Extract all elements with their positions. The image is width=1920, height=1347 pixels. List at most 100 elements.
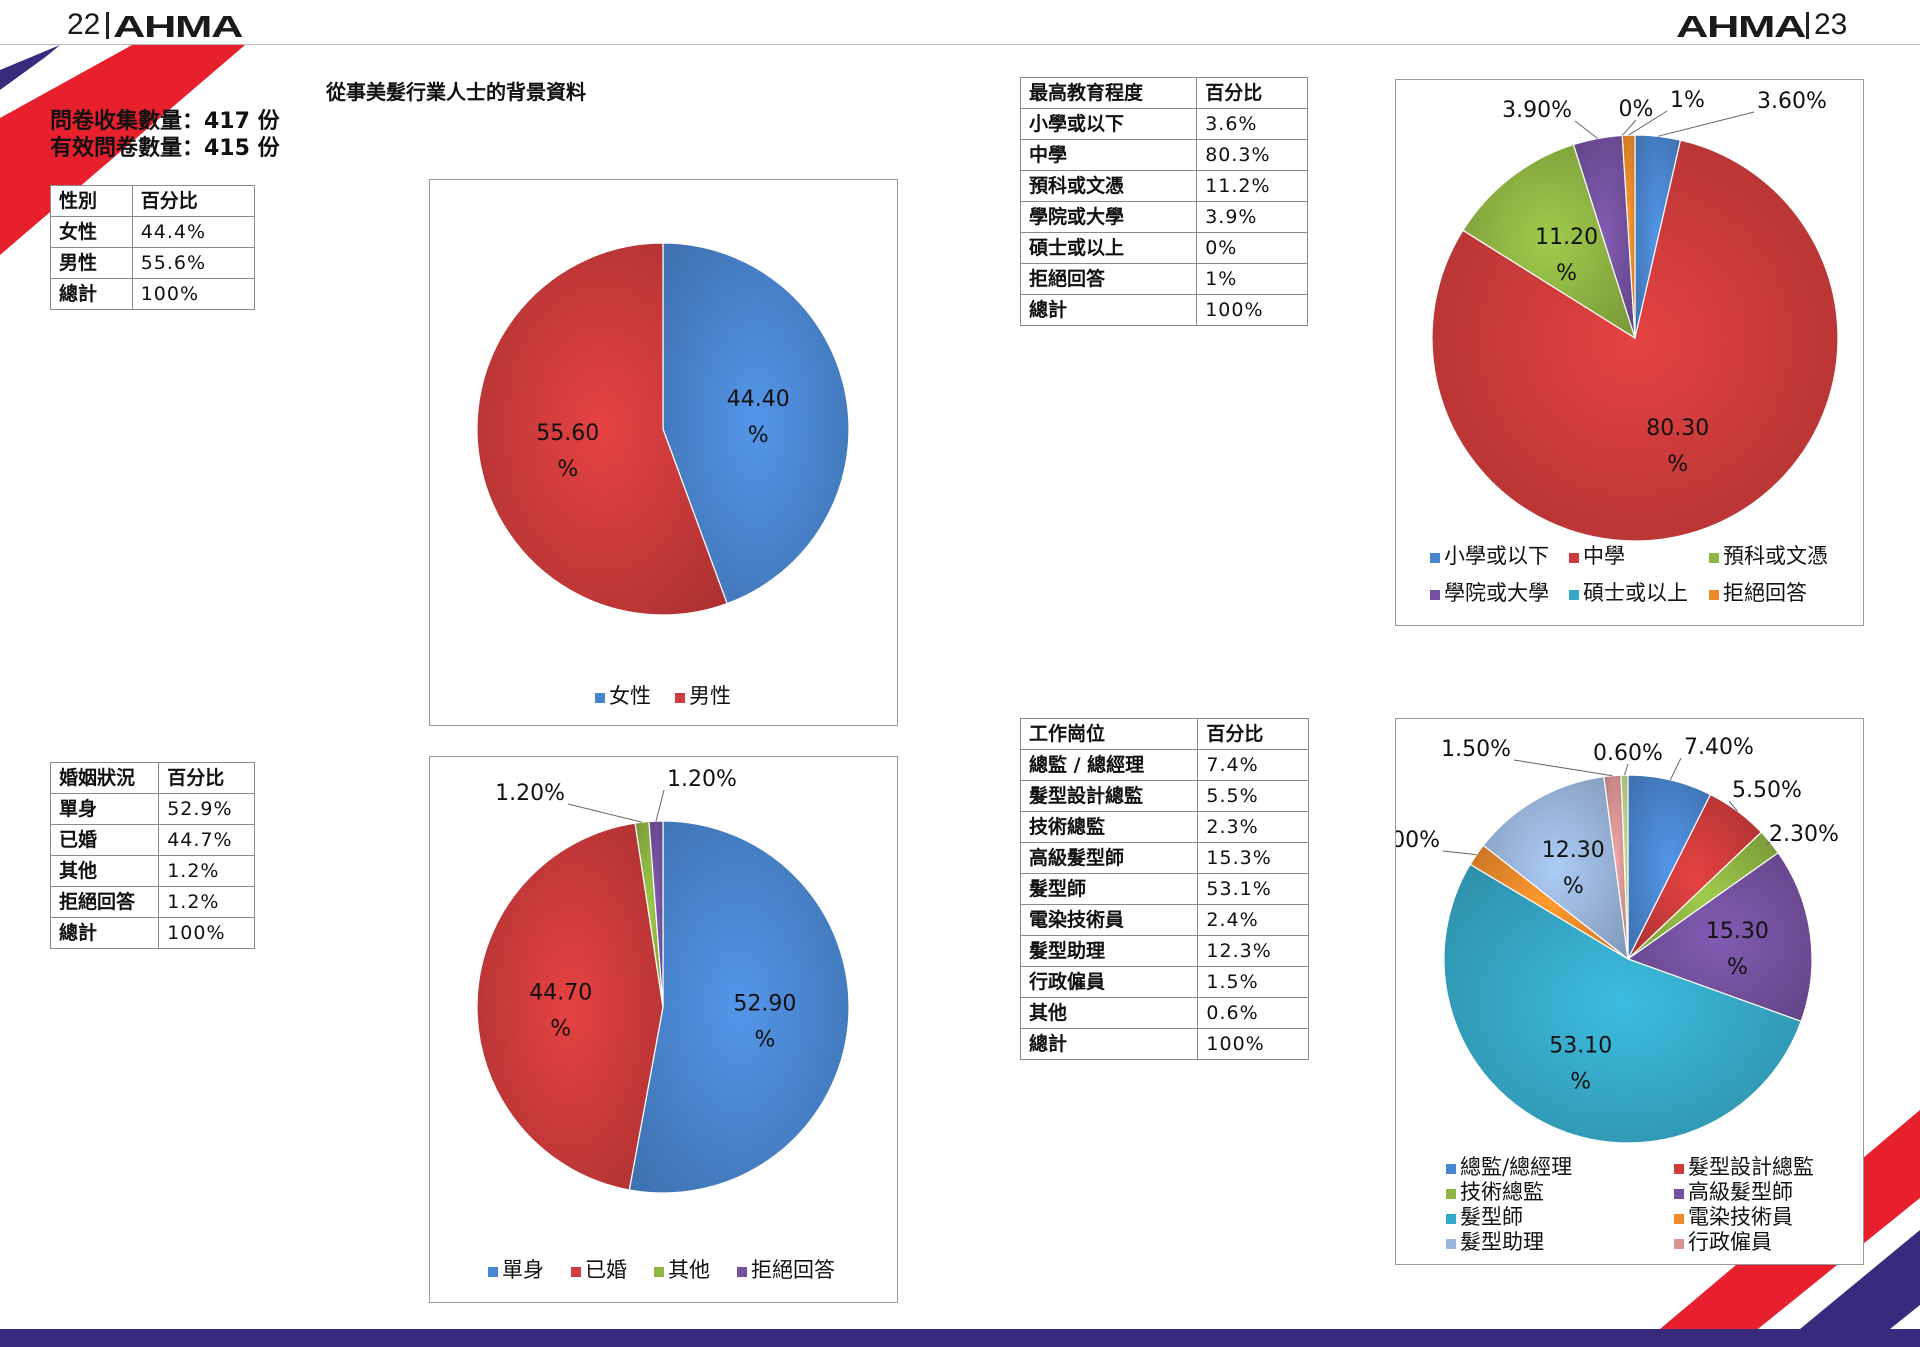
data-label: 3.60%: [1757, 89, 1827, 114]
table-header-row: 性別 百分比: [50, 185, 256, 217]
legend-swatch: [1674, 1239, 1684, 1249]
category-cell: 電染技術員: [1019, 904, 1199, 936]
category-cell: 總計: [49, 917, 160, 949]
legend-swatch: [654, 1267, 664, 1277]
category-cell: 行政僱員: [1019, 966, 1199, 998]
marital-status-pie-chart: 52.90% 44.70% 1.20% 1.20% 單身 已婚 其他 拒絕回答: [429, 756, 898, 1303]
percent-cell: 3.6%: [1196, 108, 1308, 140]
survey-collected-count: 問卷收集數量：417 份: [50, 109, 280, 134]
data-label: 3.90%: [1502, 98, 1572, 123]
header-divider-left: [106, 12, 109, 39]
gender-table: 性別 百分比 女性 44.4% 男性 55.6% 總計 100%: [50, 185, 256, 310]
category-cell: 髮型設計總監: [1019, 780, 1199, 812]
job-position-pie-chart: 7.40% 5.50% 2.30% 15.30% 53.10% 2.00% 12.30% 1.…: [1395, 718, 1864, 1265]
legend-label: 女性: [609, 684, 651, 708]
table-row: 電染技術員 2.4%: [1019, 904, 1309, 936]
percent-cell: 100%: [158, 917, 255, 949]
legend-label: 電染技術員: [1688, 1205, 1793, 1229]
percent-cell: 55.6%: [131, 247, 256, 279]
education-table: 最高教育程度 百分比 小學或以下 3.6% 中學 80.3% 預科或文憑 11.2% 學院或大學…: [1019, 77, 1308, 326]
legend-swatch: [488, 1267, 498, 1277]
percent-cell: 1.5%: [1197, 966, 1309, 998]
ahma-logo-left: AHMA: [113, 9, 244, 44]
legend-label: 中學: [1583, 544, 1625, 568]
leader-line: [1657, 111, 1755, 137]
legend-swatch: [1430, 590, 1440, 600]
table-row: 行政僱員 1.5%: [1019, 966, 1309, 998]
table-row: 其他 1.2%: [49, 855, 255, 887]
table-row: 已婚 44.7%: [49, 824, 255, 856]
table-row: 總計 100%: [1019, 294, 1308, 326]
legend-swatch: [1709, 590, 1719, 600]
percent-cell: 44.7%: [158, 824, 255, 856]
legend-swatch: [675, 693, 685, 703]
table-header-cell: 百分比: [1197, 718, 1309, 750]
legend-swatch: [1569, 590, 1579, 600]
category-cell: 總計: [50, 278, 133, 310]
data-label: 44.40: [727, 387, 790, 412]
table-header-cell: 工作崗位: [1019, 718, 1199, 750]
table-header-cell: 百分比: [1196, 77, 1308, 109]
legend-swatch: [1446, 1164, 1456, 1174]
legend-swatch: [1569, 553, 1579, 563]
percent-cell: 100%: [1197, 1028, 1309, 1060]
data-label-unit: %: [1570, 1070, 1591, 1095]
gender-pie-chart: 44.40% 55.60% 女性 男性: [429, 179, 898, 726]
data-label-unit: %: [1727, 955, 1748, 980]
pie-slice: [648, 820, 664, 1008]
data-label: 53.10: [1549, 1034, 1612, 1059]
legend-label: 髮型助理: [1460, 1230, 1544, 1254]
legend-swatch: [1446, 1189, 1456, 1199]
percent-cell: 100%: [1196, 294, 1308, 326]
pie-slice: [1443, 863, 1802, 1144]
category-cell: 技術總監: [1019, 811, 1199, 843]
footer-band: [0, 1329, 1920, 1347]
data-label: 80.30: [1646, 416, 1709, 441]
table-row: 髮型師 53.1%: [1019, 873, 1309, 905]
category-cell: 總計: [1019, 294, 1198, 326]
table-header-cell: 最高教育程度: [1019, 77, 1198, 109]
category-cell: 男性: [50, 247, 133, 279]
percent-cell: 0.6%: [1197, 997, 1309, 1029]
legend-label: 拒絕回答: [1723, 581, 1807, 605]
data-label: 1.20%: [495, 781, 565, 806]
table-row: 學院或大學 3.9%: [1019, 201, 1308, 233]
table-row: 男性 55.6%: [50, 247, 256, 279]
category-cell: 總計: [1019, 1028, 1199, 1060]
legend-label: 學院或大學: [1444, 581, 1549, 605]
category-cell: 其他: [49, 855, 160, 887]
table-header-cell: 婚姻狀況: [49, 762, 160, 794]
legend-swatch: [595, 693, 605, 703]
category-cell: 拒絕回答: [1019, 263, 1198, 295]
table-row: 拒絕回答 1.2%: [49, 886, 255, 918]
table-row: 中學 80.3%: [1019, 139, 1308, 171]
percent-cell: 5.5%: [1197, 780, 1309, 812]
table-row: 其他 0.6%: [1019, 997, 1309, 1029]
education-pie-chart: 3.60% 80.30% 11.20% 3.90% 0% 1% 小學或以下 中學 預科或文憑 學院…: [1395, 79, 1864, 626]
legend-swatch: [571, 1267, 581, 1277]
category-cell: 女性: [50, 216, 133, 248]
table-header-cell: 百分比: [158, 762, 255, 794]
percent-cell: 53.1%: [1197, 873, 1309, 905]
page-number-left: 22: [67, 8, 101, 41]
legend-label: 已婚: [585, 1258, 627, 1282]
legend-swatch: [1446, 1214, 1456, 1224]
percent-cell: 11.2%: [1196, 170, 1308, 202]
leader-line: [567, 803, 643, 823]
data-label: 1%: [1670, 88, 1705, 113]
data-label: 2.00%: [1396, 828, 1440, 853]
percent-cell: 0%: [1196, 232, 1308, 264]
data-label: 2.30%: [1769, 822, 1839, 847]
table-header-row: 最高教育程度 百分比: [1019, 77, 1308, 109]
legend-swatch: [1674, 1214, 1684, 1224]
leader-line: [1621, 119, 1637, 136]
pie-slice: [628, 820, 850, 1194]
marital-status-table: 婚姻狀況 百分比 單身 52.9% 已婚 44.7% 其他 1.2% 拒絕回答 1.2% 總計 100…: [49, 762, 255, 949]
legend-label: 其他: [668, 1258, 710, 1282]
legend-label: 總監/總經理: [1460, 1155, 1572, 1179]
percent-cell: 44.4%: [131, 216, 256, 248]
data-label-unit: %: [754, 1027, 775, 1052]
table-header-cell: 性別: [50, 185, 133, 217]
table-row: 單身 52.9%: [49, 793, 255, 825]
pie-slice: [476, 822, 664, 1191]
